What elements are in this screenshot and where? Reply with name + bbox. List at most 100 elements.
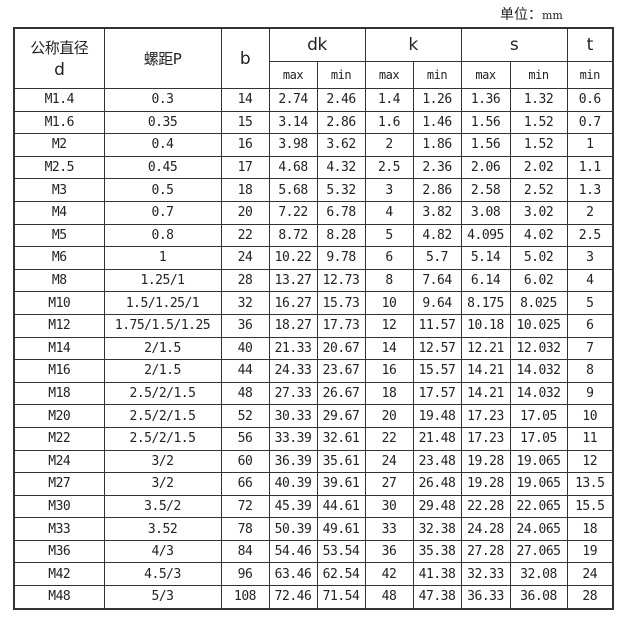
- table-row: M1.4 0.3 14 2.74 2.46 1.4 1.26 1.36 1.32 0.6: [13, 88, 614, 112]
- cell-dk-min: 71.54: [316, 585, 366, 610]
- cell-d: M1.4: [13, 88, 105, 112]
- cell-dk-min: 12.73: [316, 268, 366, 293]
- cell-s-max: 5.14: [460, 246, 511, 270]
- cell-dk-max: 10.22: [268, 246, 318, 270]
- cell-s-min: 1.32: [509, 88, 568, 112]
- cell-pitch: 4/3: [103, 539, 222, 564]
- cell-pitch: 3.52: [103, 517, 222, 541]
- cell-k-max: 4: [364, 200, 414, 225]
- cell-s-min: 19.065: [509, 449, 568, 474]
- cell-dk-min: 3.62: [316, 133, 366, 157]
- cell-dk-max: 24.33: [268, 359, 318, 383]
- cell-d: M18: [13, 381, 105, 406]
- table-row: M16 2/1.5 44 24.33 23.67 16 15.57 14.21 14.032 8: [13, 359, 614, 383]
- table-row: M14 2/1.5 40 21.33 20.67 14 12.57 12.21 12.032 7: [13, 336, 614, 361]
- table-body: M1.4 0.3 14 2.74 2.46 1.4 1.26 1.36 1.32 0.6 M1.6 0…: [13, 88, 614, 610]
- cell-s-max: 14.21: [460, 381, 511, 406]
- header-dk: dk: [268, 27, 366, 62]
- cell-s-max: 14.21: [460, 359, 511, 383]
- table-row: M33 3.52 78 50.39 49.61 33 32.38 24.28 24.065 18: [13, 517, 614, 541]
- cell-k-min: 5.7: [412, 246, 462, 270]
- cell-dk-max: 3.14: [268, 110, 318, 135]
- cell-d: M12: [13, 313, 105, 338]
- cell-b: 18: [220, 178, 270, 202]
- cell-d: M14: [13, 336, 105, 361]
- cell-t-min: 0.6: [566, 88, 614, 112]
- cell-d: M6: [13, 246, 105, 270]
- header-dk-max: max: [268, 61, 318, 89]
- cell-t-min: 12: [566, 449, 614, 474]
- cell-s-min: 4.02: [509, 223, 568, 248]
- cell-dk-max: 27.33: [268, 381, 318, 406]
- cell-k-max: 12: [364, 313, 414, 338]
- cell-dk-max: 8.72: [268, 223, 318, 248]
- cell-b: 20: [220, 200, 270, 225]
- cell-pitch: 1.75/1.5/1.25: [103, 313, 222, 338]
- cell-pitch: 0.35: [103, 110, 222, 135]
- cell-k-min: 2.86: [412, 178, 462, 202]
- header-b: b: [220, 27, 270, 89]
- table-row: M36 4/3 84 54.46 53.54 36 35.38 27.28 27.065 19: [13, 539, 614, 564]
- header-dk-min: min: [316, 61, 366, 89]
- cell-d: M30: [13, 494, 105, 519]
- cell-k-max: 22: [364, 426, 414, 451]
- cell-s-max: 24.28: [460, 517, 511, 541]
- cell-b: 16: [220, 133, 270, 157]
- cell-s-max: 6.14: [460, 268, 511, 293]
- unit-note: 单位：mm: [500, 4, 563, 24]
- table-row: M24 3/2 60 36.39 35.61 24 23.48 19.28 19.065 12: [13, 449, 614, 474]
- cell-k-max: 20: [364, 404, 414, 428]
- cell-pitch: 0.45: [103, 155, 222, 180]
- cell-k-max: 36: [364, 539, 414, 564]
- cell-dk-max: 18.27: [268, 313, 318, 338]
- cell-s-max: 17.23: [460, 404, 511, 428]
- cell-k-min: 26.48: [412, 472, 462, 496]
- cell-t-min: 19: [566, 539, 614, 564]
- header-s-min: min: [509, 61, 568, 89]
- cell-t-min: 13.5: [566, 472, 614, 496]
- cell-k-max: 3: [364, 178, 414, 202]
- cell-t-min: 3: [566, 246, 614, 270]
- cell-pitch: 0.5: [103, 178, 222, 202]
- header-d-line2: d: [54, 59, 65, 80]
- cell-k-min: 9.64: [412, 291, 462, 315]
- cell-k-min: 1.86: [412, 133, 462, 157]
- cell-t-min: 18: [566, 517, 614, 541]
- cell-pitch: 0.3: [103, 88, 222, 112]
- cell-pitch: 0.8: [103, 223, 222, 248]
- cell-k-min: 35.38: [412, 539, 462, 564]
- cell-s-max: 2.06: [460, 155, 511, 180]
- cell-dk-max: 33.39: [268, 426, 318, 451]
- cell-s-min: 24.065: [509, 517, 568, 541]
- cell-t-min: 1.3: [566, 178, 614, 202]
- cell-s-max: 19.28: [460, 472, 511, 496]
- cell-pitch: 0.4: [103, 133, 222, 157]
- cell-k-max: 2.5: [364, 155, 414, 180]
- header-s: s: [460, 27, 568, 62]
- cell-d: M22: [13, 426, 105, 451]
- cell-k-min: 47.38: [412, 585, 462, 610]
- header-row-main: 公称直径 d 螺距P b dk k s t: [13, 27, 614, 89]
- cell-s-min: 1.52: [509, 110, 568, 135]
- cell-dk-max: 16.27: [268, 291, 318, 315]
- cell-t-min: 0.7: [566, 110, 614, 135]
- cell-s-min: 2.52: [509, 178, 568, 202]
- cell-d: M33: [13, 517, 105, 541]
- cell-s-min: 17.05: [509, 404, 568, 428]
- table-row: M4 0.7 20 7.22 6.78 4 3.82 3.08 3.02 2: [13, 200, 614, 225]
- cell-dk-min: 20.67: [316, 336, 366, 361]
- cell-s-min: 5.02: [509, 246, 568, 270]
- cell-b: 52: [220, 404, 270, 428]
- cell-t-min: 8: [566, 359, 614, 383]
- table-row: M2 0.4 16 3.98 3.62 2 1.86 1.56 1.52 1: [13, 133, 614, 157]
- cell-b: 108: [220, 585, 270, 610]
- cell-dk-min: 9.78: [316, 246, 366, 270]
- cell-k-max: 16: [364, 359, 414, 383]
- cell-s-min: 10.025: [509, 313, 568, 338]
- cell-s-max: 12.21: [460, 336, 511, 361]
- cell-b: 28: [220, 268, 270, 293]
- cell-b: 17: [220, 155, 270, 180]
- cell-k-min: 15.57: [412, 359, 462, 383]
- cell-k-max: 6: [364, 246, 414, 270]
- cell-d: M8: [13, 268, 105, 293]
